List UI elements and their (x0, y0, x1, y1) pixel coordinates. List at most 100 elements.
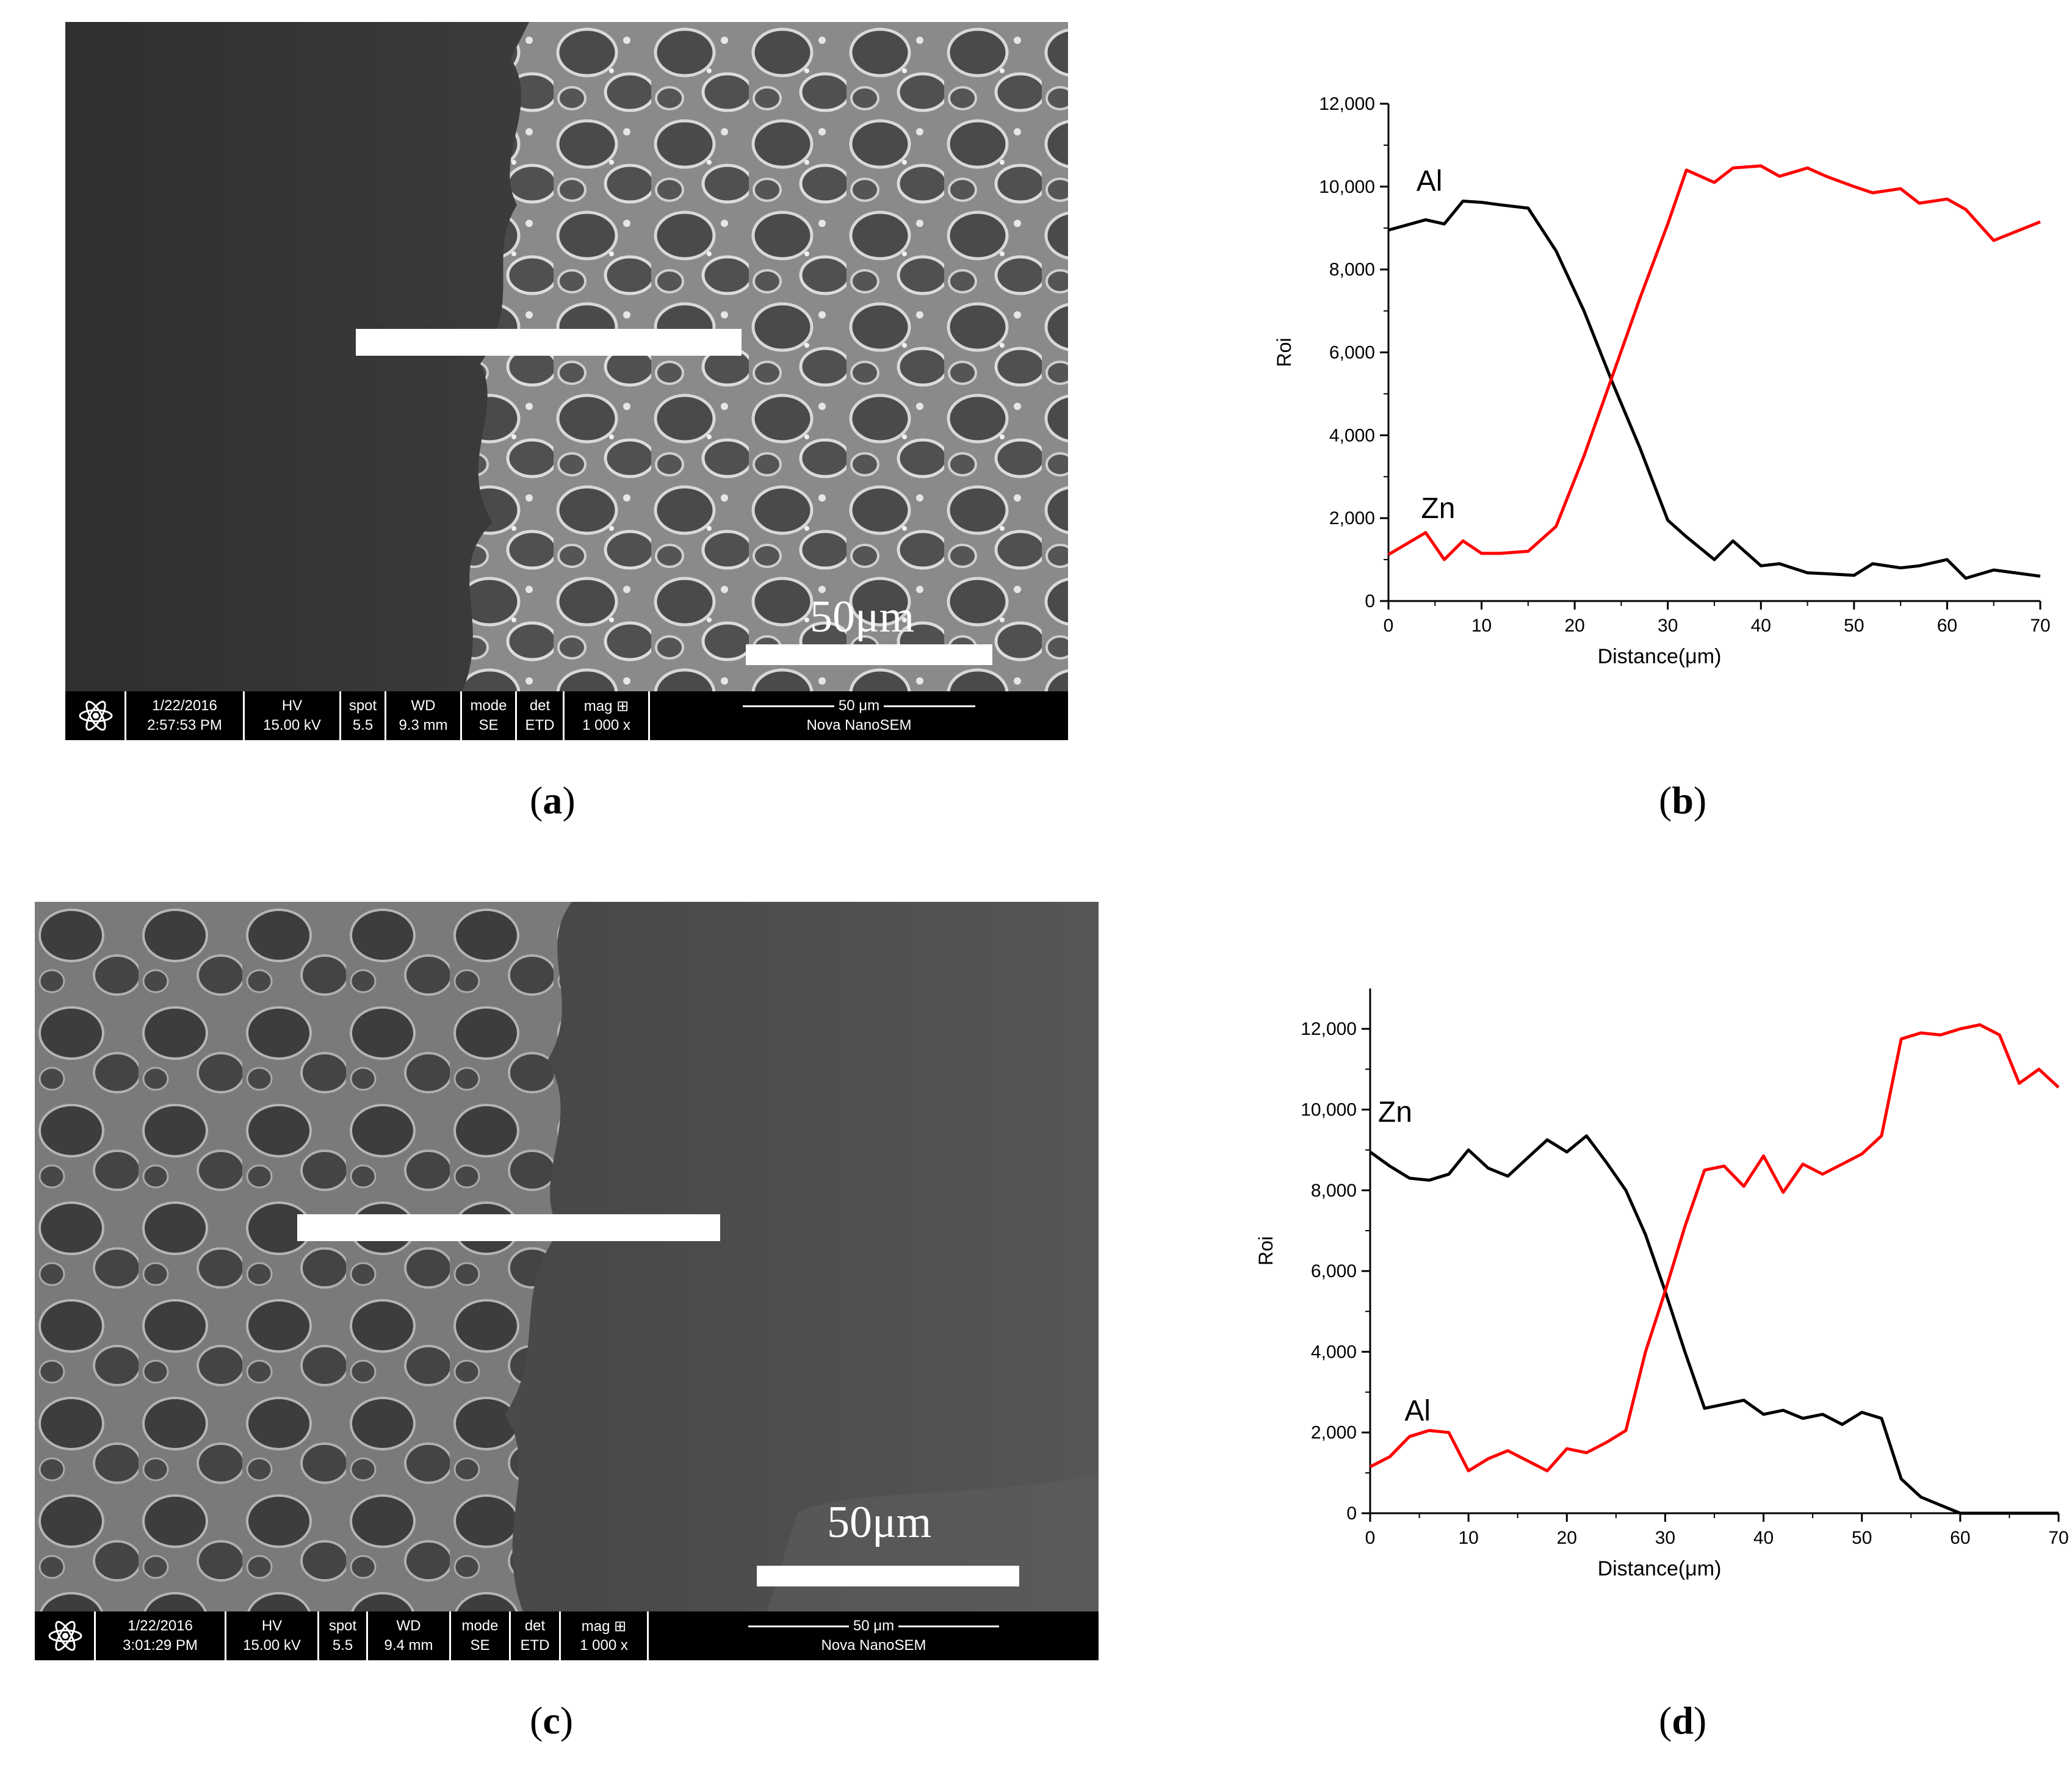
databar-spot: spot 5.5 (341, 691, 386, 740)
x-tick-label: 0 (1365, 1528, 1376, 1548)
databar-scale-text: 50 μm (838, 697, 880, 714)
y-tick-label: 2,000 (1311, 1423, 1357, 1443)
databar-hv-value: 15.00 kV (243, 1637, 301, 1654)
databar-spot-value: 5.5 (332, 1637, 353, 1654)
series-annotation: Al (1404, 1395, 1431, 1427)
caption-d-letter: d (1672, 1699, 1694, 1742)
y-tick-label: 10,000 (1319, 177, 1375, 197)
databar-hv-label: HV (261, 1618, 283, 1634)
databar-wd-label: WD (411, 697, 436, 714)
chart-b: 0 10 20 30 40 50 60 70 0 2,000 4,000 6,000 8,000 10,0… (1273, 94, 2051, 668)
x-tick-label: 60 (1937, 616, 1957, 636)
y-tick-label: 2,000 (1329, 508, 1375, 528)
y-tick-label: 8,000 (1311, 1181, 1357, 1201)
databar-det-value: ETD (520, 1637, 550, 1654)
series-annotation: Zn (1378, 1096, 1412, 1128)
caption-b-letter: b (1672, 779, 1694, 822)
x-tick-label: 70 (2030, 616, 2050, 636)
databar-mag-value: 1 000 x (582, 717, 630, 733)
y-axis-label: Roi (1255, 1236, 1277, 1266)
chart-d: 0 10 20 30 40 50 60 70 0 2,000 4,000 6,000 8,000 10,0… (1255, 988, 2069, 1580)
databar-hv-value: 15.00 kV (263, 717, 321, 733)
y-tick-label: 4,000 (1311, 1342, 1357, 1362)
databar-hv: HV 15.00 kV (245, 691, 341, 740)
x-tick-label: 0 (1384, 616, 1394, 636)
x-tick-label: 70 (2048, 1528, 2068, 1548)
databar-mode: mode SE (451, 1611, 511, 1660)
y-axis-label: Roi (1273, 337, 1295, 367)
databar-instrument: Nova NanoSEM (821, 1637, 926, 1654)
databar-logo-cell (35, 1611, 96, 1660)
x-tick-label: 50 (1844, 616, 1864, 636)
x-axis-label: Distance(μm) (1598, 1557, 1722, 1580)
databar-instrument: Nova NanoSEM (806, 717, 912, 733)
caption-c: (c) (530, 1699, 574, 1742)
databar-mode-value: SE (470, 1637, 490, 1654)
y-tick-label: 12,000 (1301, 1019, 1357, 1039)
databar-det-label: det (524, 1618, 546, 1634)
series-line-al (1388, 200, 2041, 580)
databar-mag-label: mag ⊞ (583, 698, 629, 715)
databar-det-label: det (529, 697, 550, 714)
caption-a-letter: a (543, 779, 563, 822)
y-tick-label: 4,000 (1329, 425, 1375, 445)
y-tick-label: 8,000 (1329, 260, 1375, 280)
databar-hv-label: HV (281, 697, 303, 714)
y-tick-label: 10,000 (1301, 1100, 1357, 1120)
databar-mag: mag ⊞ 1 000 x (565, 691, 650, 740)
x-tick-label: 60 (1950, 1528, 1970, 1548)
databar-mag-value: 1 000 x (580, 1637, 628, 1654)
y-tick-label: 0 (1365, 591, 1375, 611)
databar-scale: 50 μm Nova NanoSEM (649, 1611, 1099, 1660)
x-tick-label: 20 (1557, 1528, 1577, 1548)
series-line-zn (1387, 164, 2041, 561)
databar-det: det ETD (511, 1611, 561, 1660)
y-tick-label: 6,000 (1311, 1261, 1357, 1281)
databar-mag-label: mag ⊞ (581, 1618, 627, 1635)
caption-a: (a) (530, 779, 576, 822)
databar-spot-value: 5.5 (352, 717, 374, 733)
series-line-zn (1369, 1134, 2059, 1515)
atom-logo-icon (79, 700, 113, 731)
databar-mode-value: SE (478, 717, 499, 733)
databar-spot: spot 5.5 (319, 1611, 368, 1660)
databar-wd-value: 9.4 mm (384, 1637, 433, 1654)
databar-spot-label: spot (328, 1618, 357, 1634)
scale-text-c: 50μm (827, 1497, 932, 1547)
databar-scale-label: 50 μm (649, 1618, 1099, 1635)
databar-date: 1/22/2016 (152, 697, 217, 714)
caption-d: (d) (1659, 1699, 1707, 1742)
series-line-al (1369, 1023, 2060, 1472)
caption-b: (b) (1659, 779, 1707, 822)
databar-datetime: 1/22/2016 2:57:53 PM (126, 691, 245, 740)
y-tick-label: 0 (1346, 1503, 1357, 1524)
databar-wd-value: 9.3 mm (399, 717, 448, 733)
x-tick-label: 30 (1655, 1528, 1675, 1548)
sem-micrograph-c (35, 902, 1099, 1611)
databar-logo-cell (65, 691, 126, 740)
caption-c-letter: c (543, 1699, 560, 1742)
scalebar-c (757, 1566, 1019, 1586)
sem-databar-c: 1/22/2016 3:01:29 PM HV 15.00 kV spot 5.… (35, 1611, 1099, 1660)
x-axis-label: Distance(μm) (1598, 645, 1722, 668)
x-tick-label: 40 (1751, 616, 1771, 636)
databar-det-value: ETD (525, 717, 555, 733)
sem-image-a: 50μm (65, 22, 1068, 692)
databar-date: 1/22/2016 (128, 1618, 193, 1634)
databar-mode-label: mode (461, 1618, 499, 1634)
sem-databar-a: 1/22/2016 2:57:53 PM HV 15.00 kV spot 5.… (65, 691, 1068, 740)
linescan-marker-c (297, 1214, 720, 1241)
y-tick-label: 6,000 (1329, 343, 1375, 363)
databar-mode: mode SE (462, 691, 517, 740)
databar-wd-label: WD (396, 1618, 421, 1634)
databar-scale: 50 μm Nova NanoSEM (650, 691, 1068, 740)
databar-spot-label: spot (348, 697, 377, 714)
atom-logo-icon (48, 1621, 82, 1651)
databar-mag: mag ⊞ 1 000 x (561, 1611, 649, 1660)
x-tick-label: 10 (1458, 1528, 1478, 1548)
sem-micrograph-a (65, 22, 1068, 692)
sem-image-c: 50μm (35, 902, 1099, 1611)
databar-time: 2:57:53 PM (147, 717, 222, 733)
databar-mode-label: mode (470, 697, 507, 714)
x-tick-label: 20 (1564, 616, 1584, 636)
